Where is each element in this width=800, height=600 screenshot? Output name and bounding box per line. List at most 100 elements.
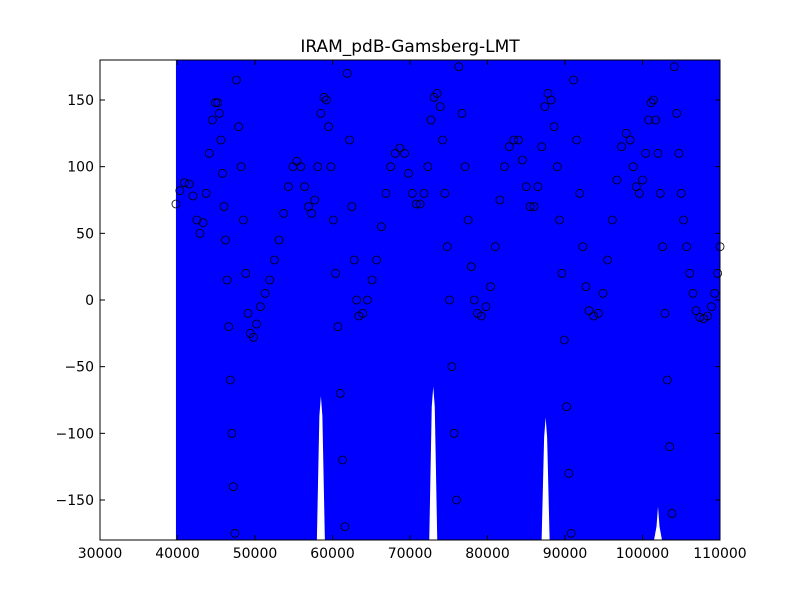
- data-point: [347, 202, 357, 212]
- data-point: [564, 468, 574, 478]
- data-point: [549, 122, 559, 132]
- data-point: [324, 122, 334, 132]
- data-point: [415, 199, 425, 209]
- data-point: [236, 162, 246, 172]
- data-point: [603, 255, 613, 265]
- data-point: [546, 95, 556, 105]
- data-point: [358, 308, 368, 318]
- data-point: [667, 508, 677, 518]
- data-point: [349, 255, 359, 265]
- data-point: [340, 522, 350, 532]
- data-point: [300, 182, 310, 192]
- x-tick-label: 110000: [693, 546, 746, 562]
- data-point: [386, 162, 396, 172]
- data-point: [660, 308, 670, 318]
- data-point: [230, 528, 240, 538]
- data-point: [175, 186, 185, 196]
- data-point: [655, 188, 665, 198]
- y-tick-label: −100: [56, 426, 94, 442]
- data-point: [562, 402, 571, 412]
- data-point: [674, 148, 684, 158]
- data-point: [316, 108, 326, 118]
- data-point: [525, 202, 535, 212]
- data-point: [628, 162, 638, 172]
- data-point: [180, 178, 189, 188]
- data-point: [283, 182, 293, 192]
- data-point: [198, 218, 208, 228]
- data-point: [435, 102, 445, 112]
- data-point: [529, 202, 539, 212]
- data-point: [216, 135, 226, 145]
- data-point: [713, 268, 723, 278]
- data-point: [490, 242, 500, 252]
- data-point: [214, 108, 224, 118]
- data-point: [517, 155, 527, 165]
- data-point: [426, 115, 436, 125]
- data-point: [319, 92, 329, 102]
- background-fill-layer: [175, 60, 720, 540]
- data-point: [648, 95, 658, 105]
- y-tick-label: −150: [56, 493, 94, 509]
- data-point: [575, 188, 585, 198]
- data-point: [445, 295, 454, 305]
- y-tick-label: 100: [67, 160, 94, 176]
- x-tick-label: 50000: [233, 546, 278, 562]
- data-point: [454, 62, 464, 72]
- data-point: [665, 442, 675, 452]
- data-point: [641, 148, 650, 158]
- data-point: [231, 75, 241, 85]
- data-point: [352, 295, 361, 305]
- data-point: [234, 122, 244, 132]
- data-point: [390, 148, 400, 158]
- data-point: [372, 255, 382, 265]
- data-point: [376, 222, 386, 232]
- data-point: [552, 162, 562, 172]
- data-point: [598, 288, 608, 298]
- data-point: [653, 148, 663, 158]
- data-point: [662, 375, 672, 385]
- data-point: [504, 142, 514, 152]
- data-point: [184, 179, 194, 189]
- data-point: [584, 306, 594, 316]
- data-point: [265, 275, 275, 285]
- background-fill: [175, 60, 720, 540]
- data-point: [685, 268, 695, 278]
- data-point: [243, 308, 253, 318]
- data-point: [333, 322, 343, 332]
- data-point: [438, 135, 447, 145]
- data-point: [669, 62, 679, 72]
- data-point: [460, 162, 470, 172]
- data-point: [578, 242, 588, 252]
- data-point: [404, 168, 413, 178]
- data-point: [555, 215, 564, 225]
- data-point: [644, 115, 654, 125]
- data-point: [211, 98, 220, 108]
- data-point: [419, 188, 429, 198]
- data-point: [537, 142, 547, 152]
- data-point: [188, 191, 198, 201]
- plot-area: [99, 59, 725, 541]
- y-tick-label: 0: [85, 293, 94, 309]
- data-point: [559, 335, 569, 345]
- y-tick-label: 50: [76, 226, 94, 242]
- data-point: [452, 495, 461, 505]
- data-point: [213, 98, 223, 108]
- fill-gap-1: [429, 386, 438, 540]
- y-tick-label: −50: [64, 360, 94, 376]
- data-point: [228, 482, 238, 492]
- x-tick-label: 40000: [155, 546, 200, 562]
- data-point: [279, 208, 289, 218]
- data-point: [222, 275, 232, 285]
- data-point: [400, 148, 409, 158]
- data-point: [457, 108, 467, 118]
- data-point: [345, 135, 354, 145]
- data-point: [221, 235, 230, 245]
- data-point: [362, 295, 372, 305]
- data-point: [204, 148, 214, 158]
- data-point: [171, 199, 181, 209]
- data-point: [252, 319, 261, 329]
- data-point: [225, 375, 235, 385]
- data-point: [296, 162, 306, 172]
- data-point: [688, 288, 698, 298]
- data-point: [658, 242, 668, 252]
